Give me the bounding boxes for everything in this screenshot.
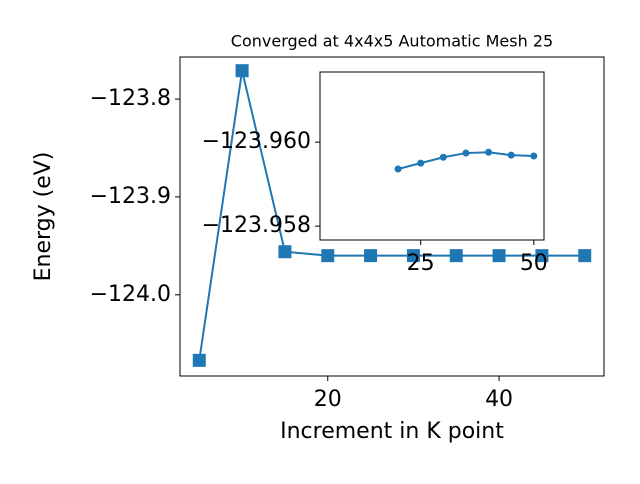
marker bbox=[235, 64, 249, 78]
marker bbox=[192, 353, 206, 367]
marker bbox=[449, 249, 463, 263]
marker bbox=[578, 249, 592, 263]
marker bbox=[535, 249, 549, 263]
chart-title: Converged at 4x4x5 Automatic Mesh 25 bbox=[231, 32, 553, 51]
marker bbox=[364, 249, 378, 263]
plot-clip bbox=[192, 64, 592, 367]
x-tick-label: 40 bbox=[485, 387, 513, 412]
marker bbox=[507, 151, 515, 159]
series-line bbox=[198, 70, 585, 361]
x-axis-label: Increment in K point bbox=[280, 419, 504, 444]
y-tick-label: −123.9 bbox=[90, 184, 171, 209]
x-tick-label: 50 bbox=[520, 251, 548, 276]
y-tick-label: −124.0 bbox=[90, 282, 171, 307]
x-tick-label: 25 bbox=[407, 251, 435, 276]
plot-clip bbox=[394, 148, 538, 173]
marker bbox=[278, 245, 292, 259]
marker bbox=[485, 148, 493, 156]
marker bbox=[394, 165, 402, 173]
marker bbox=[530, 152, 538, 160]
marker bbox=[439, 153, 447, 161]
marker bbox=[492, 249, 506, 263]
y-tick-label: −123.8 bbox=[90, 86, 171, 111]
y-tick-label: −123.958 bbox=[202, 213, 311, 238]
marker bbox=[406, 249, 420, 263]
y-axis-label: Energy (eV) bbox=[31, 152, 56, 282]
marker bbox=[462, 149, 470, 157]
marker bbox=[321, 249, 335, 263]
y-tick-label: −123.960 bbox=[202, 129, 311, 154]
x-tick-label: 20 bbox=[314, 387, 342, 412]
marker bbox=[417, 159, 425, 167]
plot-area bbox=[319, 71, 545, 241]
